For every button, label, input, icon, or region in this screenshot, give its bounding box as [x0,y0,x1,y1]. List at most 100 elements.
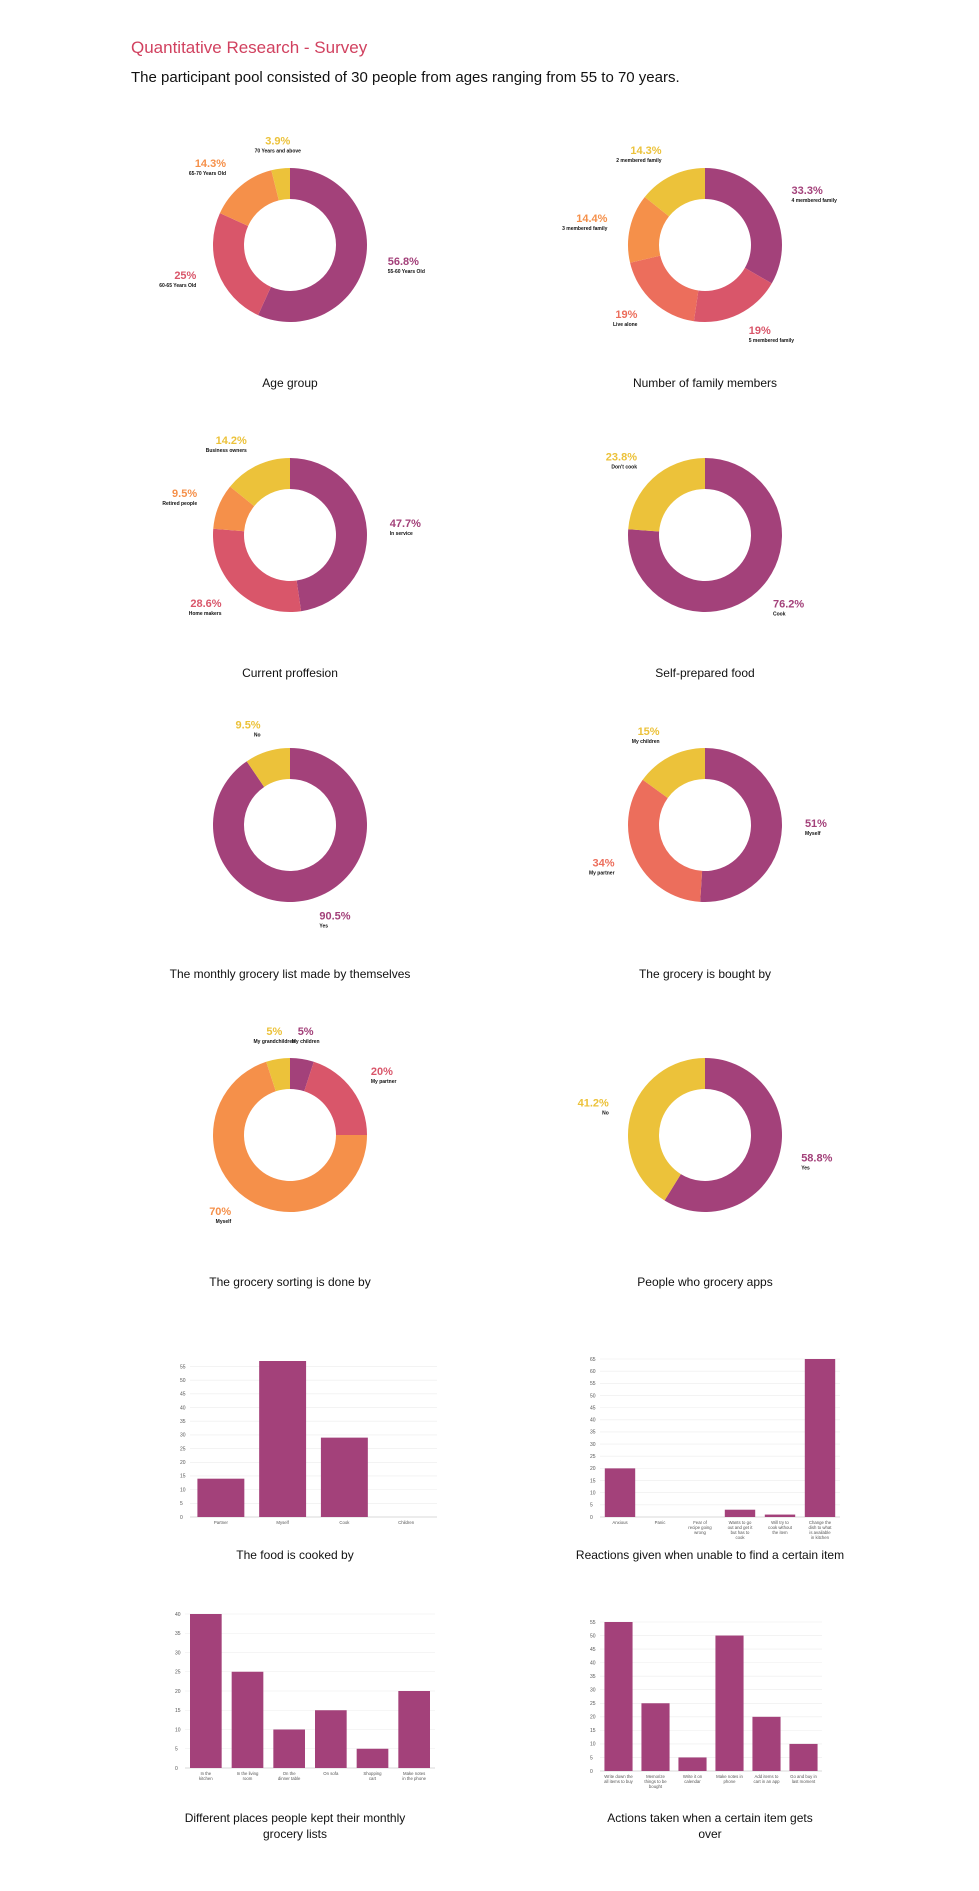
x-category-label: In the kitchen [199,1771,213,1781]
y-tick-label: 40 [590,1660,596,1666]
chart-current-profession: 47.7% In service 28.6% Home makers 9.5% Retir… [140,405,440,685]
y-tick-label: 0 [180,1515,183,1521]
chart-self-prepared-food: 76.2% Cook 23.8% Don't cook Self-prepared f… [555,405,855,685]
chart-actions-item-over: 0 5 10 15 20 25 30 35 40 45 50 55 Write down the all … [560,1600,860,1860]
slice-yes [213,748,367,902]
slice-60-65-years-old [212,213,271,316]
slice-category-label: Home makers [189,611,222,617]
y-tick-label: 5 [590,1503,593,1509]
chart-caption: The grocery is bought by [638,967,772,981]
chart-caption: Actions taken when a certain item gets o… [607,1811,813,1841]
x-category-label: Fear of recipe going wrong [688,1520,712,1535]
bar [641,1703,670,1771]
y-tick-label: 25 [175,1670,181,1676]
y-tick-label: 15 [590,1728,596,1734]
slice-category-label: Yes [801,1165,810,1171]
slice-percent-label: 51% [805,818,827,830]
x-category-label: On the dinner table [278,1771,301,1781]
y-tick-label: 0 [590,1769,593,1775]
slice-don-t-cook [628,458,705,532]
slice-yes [664,1058,782,1212]
chart-caption: Current proffesion [242,666,338,680]
bar [678,1757,707,1771]
bar [356,1748,389,1768]
donut-chart: 47.7%In service 28.6%Home makers 9.5%Retir… [162,435,421,617]
x-category-label: Will try to cook without the item [768,1520,793,1535]
y-tick-label: 50 [590,1393,596,1399]
y-tick-label: 25 [590,1701,596,1707]
slice-category-label: No [602,1111,609,1117]
slice-percent-label: 19% [615,309,637,321]
y-tick-label: 55 [590,1620,596,1626]
y-tick-label: 0 [590,1515,593,1521]
x-category-label: Partner [214,1520,229,1525]
x-category-label: In the living room [237,1771,259,1781]
chart-caption: Reactions given when unable to find a ce… [575,1548,845,1562]
y-tick-label: 35 [180,1419,186,1425]
bar-chart: 0 5 10 15 20 25 30 35 40 45 50 55 60 65 Anxious Panic Fe… [590,1357,840,1540]
bar [789,1743,818,1771]
x-category-label: Panic [655,1520,667,1525]
slice-percent-label: 34% [592,858,614,870]
y-tick-label: 5 [180,1501,183,1507]
slice-category-label: No [254,732,261,738]
x-category-label: Shopping cart [363,1771,382,1781]
y-tick-label: 50 [180,1378,186,1384]
y-tick-label: 5 [175,1747,178,1753]
y-tick-label: 10 [175,1727,181,1733]
chart-age-group: 56.8% 55-60 Years Old 25% 60-65 Years Old 14… [140,115,440,395]
x-category-label: Cook [339,1520,350,1525]
slice-4-membered-family [705,168,782,284]
slice-retired-people [213,486,255,532]
slice-percent-label: 47.7% [390,518,421,530]
slice-category-label: Live alone [613,322,638,328]
slice-70-years-and-above [271,168,290,201]
chart-reactions-unable-to-find: 0 5 10 15 20 25 30 35 40 45 50 55 60 65 Anxious Panic Fe… [560,1350,860,1590]
slice-percent-label: 70% [209,1206,231,1218]
slice-percent-label: 90.5% [319,911,350,923]
chart-grocery-apps: 58.8% Yes 41.2% No People who grocery apps [555,1005,855,1295]
slice-category-label: Business owners [206,448,247,454]
x-category-label: Add items to cart in an app [753,1774,780,1784]
page-subheading: The participant pool consisted of 30 peo… [131,69,680,86]
y-tick-label: 20 [590,1715,596,1721]
slice-category-label: Don't cook [611,465,637,471]
slice-3-membered-family [628,197,670,263]
slice-category-label: Retired people [162,501,197,507]
slice-home-makers [213,528,302,612]
slice-category-label: 60-65 Years Old [159,283,196,289]
x-category-label: Memorize things to be bought [644,1774,667,1789]
bar [259,1361,307,1517]
x-category-label: Write down the all items to buy [604,1774,634,1784]
chart-caption: People who grocery apps [637,1275,773,1289]
bar [604,1468,636,1517]
y-tick-label: 15 [180,1474,186,1480]
slice-percent-label: 9.5% [172,488,197,500]
x-category-label: Children [398,1520,415,1525]
slice-category-label: In service [390,531,413,537]
chart-grocery-bought-by: 51% Myself 34% My partner 15% My children The… [555,695,855,985]
slice-percent-label: 5% [298,1026,314,1038]
slice-percent-label: 41.2% [578,1098,609,1110]
donut-chart: 90.5%Yes 9.5%No [213,719,367,930]
y-tick-label: 55 [180,1364,186,1370]
y-tick-label: 55 [590,1381,596,1387]
slice-55-60-years-old [258,168,368,322]
chart-caption: The monthly grocery list made by themsel… [169,967,411,981]
slice-category-label: 2 membered family [616,158,662,164]
bar-chart: 0 5 10 15 20 25 30 35 40 In the kitchen In the livi… [175,1612,435,1781]
slice-percent-label: 28.6% [190,598,221,610]
slice-category-label: My partner [371,1079,397,1085]
bar [804,1359,836,1517]
slice-percent-label: 58.8% [801,1152,832,1164]
slice-category-label: 55-60 Years Old [388,269,425,275]
slice-category-label: 3 membered family [562,226,608,232]
y-tick-label: 50 [590,1633,596,1639]
bar [315,1710,347,1768]
bar-chart: 0 5 10 15 20 25 30 35 40 45 50 55 Partner Myself Cook C… [180,1361,437,1525]
bar [715,1635,744,1771]
slice-65-70-years-old [219,170,279,226]
slice-no [628,1058,705,1201]
